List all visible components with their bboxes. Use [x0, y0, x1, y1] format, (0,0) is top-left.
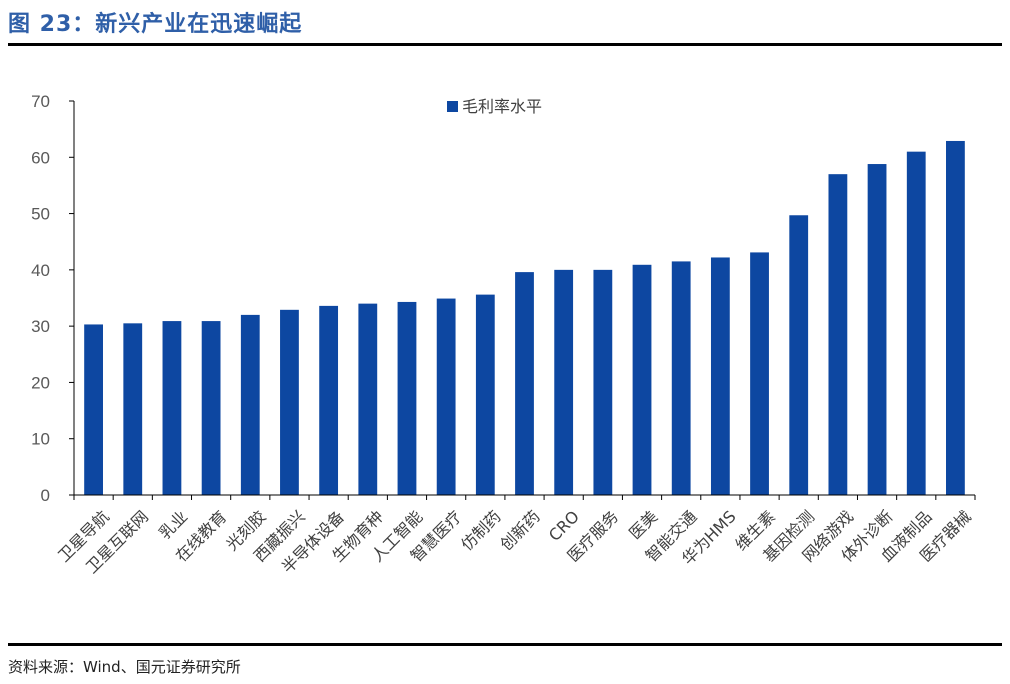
y-tick-label: 30: [31, 317, 50, 336]
figure-title: 图 23：新兴产业在迅速崛起: [8, 12, 303, 37]
y-tick-label: 60: [31, 148, 50, 167]
bar-14: [593, 269, 613, 495]
bar-5: [240, 314, 260, 495]
bar-1: [84, 324, 103, 495]
y-axis: 0 10 20 30 40 50 60 70: [31, 92, 75, 505]
y-tick-label: 10: [31, 430, 50, 449]
bar-2: [123, 323, 143, 495]
legend: 毛利率水平: [447, 97, 542, 116]
bar-12: [515, 272, 534, 495]
bar-21: [867, 164, 887, 496]
y-tick-label: 70: [31, 92, 50, 111]
legend-label: 毛利率水平: [462, 97, 542, 116]
bar-13: [554, 269, 574, 495]
bar-20: [828, 174, 848, 496]
bar-16: [671, 261, 691, 495]
y-tick-label: 50: [31, 205, 50, 224]
bar-10: [436, 298, 456, 495]
y-tick-label: 20: [31, 373, 50, 392]
bottom-divider: [8, 643, 1002, 646]
bar-6: [280, 309, 299, 495]
bar-23: [946, 140, 965, 495]
bar-18: [750, 252, 769, 495]
top-divider: [8, 43, 1002, 46]
bar-4: [201, 321, 221, 495]
legend-swatch: [447, 101, 458, 112]
x-tick-label: 创新药: [496, 507, 543, 554]
bar-22: [906, 151, 926, 495]
bars-layer: [84, 140, 965, 496]
bar-9: [397, 301, 417, 495]
bar-17: [710, 257, 730, 495]
source-note: 资料来源：Wind、国元证券研究所: [8, 658, 241, 676]
bar-11: [475, 294, 495, 495]
bar-8: [358, 303, 378, 495]
y-tick-label: 0: [41, 486, 50, 505]
y-tick-label: 40: [31, 261, 50, 280]
bar-3: [162, 321, 182, 495]
x-tick-label: 仿制药: [457, 507, 504, 554]
bar-15: [632, 264, 652, 495]
bar-19: [789, 215, 809, 495]
bar-7: [319, 305, 339, 495]
